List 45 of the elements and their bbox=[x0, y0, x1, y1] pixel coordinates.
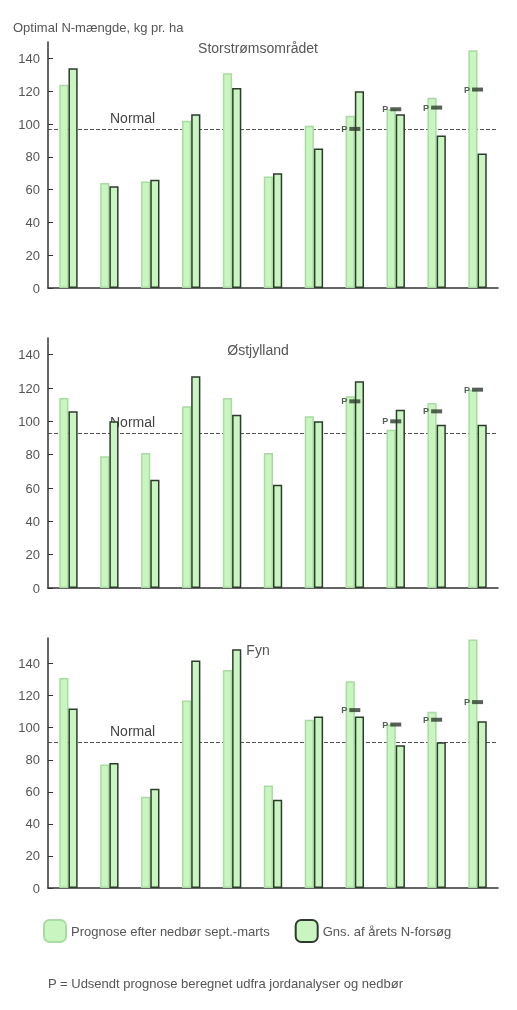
y-tick-label: 80 bbox=[25, 447, 40, 463]
y-tick-label: 0 bbox=[32, 280, 40, 296]
text: P bbox=[464, 384, 471, 395]
text: P bbox=[423, 406, 430, 417]
series-label: P bbox=[341, 123, 348, 134]
y-tick-label: 80 bbox=[25, 149, 40, 165]
series-label: P bbox=[341, 396, 348, 407]
chart-title: Storstrømsområdet bbox=[198, 40, 318, 56]
text: P bbox=[382, 416, 389, 427]
y-tick-label: 80 bbox=[25, 752, 40, 768]
text: P bbox=[464, 697, 471, 708]
text: P bbox=[382, 104, 389, 115]
text: P = Udsendt prognose beregnet udfra jordanalyser og nedbør bbox=[48, 976, 404, 991]
y-tick-label: 120 bbox=[18, 380, 40, 396]
y-tick-label: 20 bbox=[25, 547, 40, 563]
y-tick-label: 120 bbox=[18, 83, 40, 99]
y-tick-label: 120 bbox=[18, 688, 40, 704]
y-tick-label: 60 bbox=[25, 182, 40, 198]
y-tick-label: 60 bbox=[25, 784, 40, 800]
y-tick-label: 100 bbox=[18, 413, 40, 429]
text: P bbox=[423, 714, 430, 725]
legend-label: Gns. af årets N-forsøg bbox=[322, 923, 452, 939]
ref-line-label: Normal bbox=[110, 723, 156, 740]
ref-line-label: Normal bbox=[110, 109, 156, 126]
y-tick-label: 100 bbox=[18, 720, 40, 736]
y-tick-label: 0 bbox=[32, 880, 40, 896]
y-tick-label: 60 bbox=[25, 480, 40, 496]
y-tick-label: 40 bbox=[25, 513, 40, 529]
legend-label: Prognose efter nedbør sept.-marts bbox=[71, 923, 271, 939]
y-tick-label: 40 bbox=[25, 816, 40, 832]
chart-title: Fyn bbox=[246, 642, 270, 658]
chart-title: Østjylland bbox=[227, 342, 289, 358]
text: P bbox=[382, 719, 389, 730]
series-label: P bbox=[341, 705, 348, 716]
y-axis-title: Optimal N-mængde, kg pr. ha bbox=[13, 20, 185, 35]
y-tick-label: 20 bbox=[25, 247, 40, 263]
text: P bbox=[423, 102, 430, 113]
text: P bbox=[464, 84, 471, 95]
y-tick-label: 140 bbox=[18, 50, 40, 66]
y-tick-label: 100 bbox=[18, 116, 40, 132]
y-tick-label: 40 bbox=[25, 214, 40, 230]
y-tick-label: 140 bbox=[18, 347, 40, 363]
y-tick-label: 0 bbox=[32, 580, 40, 596]
y-tick-label: 140 bbox=[18, 656, 40, 672]
y-tick-label: 20 bbox=[25, 848, 40, 864]
